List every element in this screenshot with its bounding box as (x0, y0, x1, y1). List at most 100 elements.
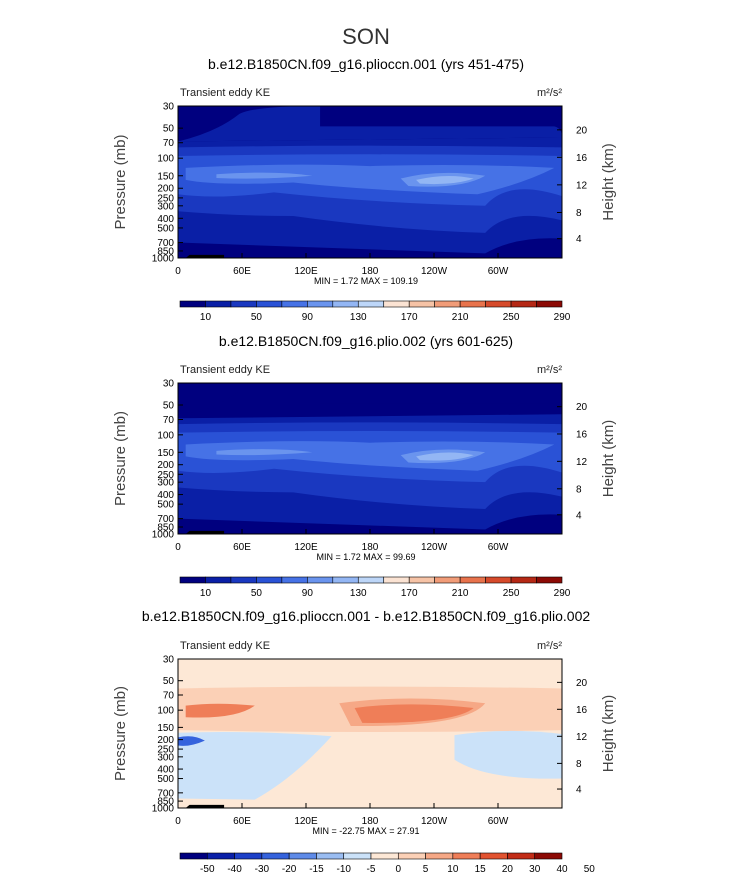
y2tick-label: 8 (576, 759, 582, 770)
colorbar-swatch (459, 300, 486, 308)
ytick-label: 150 (157, 171, 174, 182)
colorbar-label: 130 (350, 312, 367, 323)
colorbar-swatch (536, 300, 563, 308)
plot-fill (178, 383, 562, 534)
colorbar-label: 10 (447, 864, 459, 875)
colorbar-label: 50 (251, 312, 263, 323)
colorbar-swatch (425, 852, 454, 860)
ke-topography (185, 254, 225, 258)
y2tick-label: 8 (576, 208, 582, 219)
y2tick-label: 8 (576, 484, 582, 495)
plot-fill (178, 106, 562, 258)
colorbar-label: 130 (350, 588, 367, 599)
ke-core-west (216, 449, 313, 456)
ke-core-max (416, 175, 474, 185)
ytick-label: 300 (157, 201, 174, 212)
ytick-label: 70 (163, 415, 175, 426)
colorbar-swatch (281, 576, 308, 584)
xtick-label: 60W (488, 816, 509, 827)
min-max-label: MIN = 1.72 MAX = 99.69 (316, 552, 415, 562)
ytick-label: 700 (157, 788, 174, 799)
colorbar-swatch (452, 852, 481, 860)
ytick-label: 500 (157, 774, 174, 785)
diff-neg-east (454, 730, 562, 779)
ytick-label: 50 (163, 124, 175, 135)
colorbar-label: -15 (309, 864, 324, 875)
panel-title: b.e12.B1850CN.f09_g16.plio.002 (yrs 601-… (219, 333, 513, 349)
ytick-label: 250 (157, 193, 174, 204)
colorbar-label: -30 (255, 864, 270, 875)
colorbar-swatch (261, 852, 290, 860)
ytick-label: 500 (157, 500, 174, 511)
colorbar-label: 250 (503, 588, 520, 599)
colorbar-swatch (343, 852, 372, 860)
xtick-label: 180 (362, 542, 379, 553)
colorbar-label: -50 (200, 864, 215, 875)
ytick-label: 150 (157, 448, 174, 459)
ytick-label: 400 (157, 490, 174, 501)
panel-1: b.e12.B1850CN.f09_g16.plioccn.001 (yrs 4… (112, 56, 617, 323)
colorbar-swatch (383, 576, 410, 584)
xtick-label: 60E (233, 542, 251, 553)
colorbar-swatch (206, 852, 235, 860)
colorbar-swatch (510, 300, 537, 308)
panel-title: b.e12.B1850CN.f09_g16.plioccn.001 - b.e1… (142, 608, 591, 624)
y2tick-label: 12 (576, 732, 588, 743)
ylabel: Pressure (mb) (112, 686, 129, 781)
colorbar-label: -10 (336, 864, 351, 875)
ke-band-4 (185, 441, 555, 471)
xtick-label: 60E (233, 816, 251, 827)
ylabel: Pressure (mb) (112, 134, 129, 229)
diff-neg-core (178, 736, 205, 746)
xtick-label: 120E (294, 266, 318, 277)
panel-3: b.e12.B1850CN.f09_g16.plioccn.001 - b.e1… (112, 608, 617, 875)
panel-title: b.e12.B1850CN.f09_g16.plioccn.001 (yrs 4… (208, 56, 524, 72)
colorbar-label: 10 (200, 312, 212, 323)
colorbar-swatch (534, 852, 563, 860)
ytick-label: 850 (157, 797, 174, 808)
y2tick-label: 12 (576, 180, 588, 191)
ytick-label: 100 (157, 430, 174, 441)
diff-pos-west (185, 703, 255, 718)
colorbar-swatch (459, 576, 486, 584)
ke-strat-band (178, 383, 562, 419)
ytick-label: 250 (157, 745, 174, 756)
ytick-label: 150 (157, 723, 174, 734)
xtick-label: 0 (175, 542, 181, 553)
xtick-label: 0 (175, 816, 181, 827)
colorbar-label: 210 (452, 588, 469, 599)
y2tick-label: 16 (576, 429, 588, 440)
y2label: Height (km) (600, 143, 617, 221)
colorbar-label: 10 (200, 588, 212, 599)
ytick-label: 70 (163, 691, 175, 702)
colorbar-swatch (316, 852, 345, 860)
colorbar-label: 20 (502, 864, 514, 875)
figure-title: SON (342, 24, 390, 49)
ytick-label: 400 (157, 214, 174, 225)
colorbar-swatch (205, 300, 232, 308)
colorbar-swatch (397, 852, 426, 860)
ytick-label: 200 (157, 460, 174, 471)
colorbar-label: 50 (251, 588, 263, 599)
y2tick-label: 16 (576, 705, 588, 716)
ke-band-4 (185, 164, 555, 195)
colorbar-swatch (281, 300, 308, 308)
ytick-label: 30 (163, 102, 175, 113)
colorbar-swatch (383, 300, 410, 308)
diff-topography (185, 804, 225, 808)
colorbar-swatch (357, 300, 385, 308)
ytick-label: 100 (157, 706, 174, 717)
colorbar-label: 170 (401, 588, 418, 599)
colorbar-label: 0 (396, 864, 402, 875)
colorbar-swatch (536, 576, 563, 584)
diff-neg-west (178, 731, 332, 800)
xtick-label: 120W (421, 542, 448, 553)
colorbar-swatch (332, 576, 359, 584)
y2label: Height (km) (600, 420, 617, 498)
colorbar-label: 40 (556, 864, 568, 875)
xtick-label: 180 (362, 816, 379, 827)
panel-2: b.e12.B1850CN.f09_g16.plio.002 (yrs 601-… (112, 333, 617, 599)
ytick-label: 100 (157, 154, 174, 165)
ytick-label: 250 (157, 470, 174, 481)
